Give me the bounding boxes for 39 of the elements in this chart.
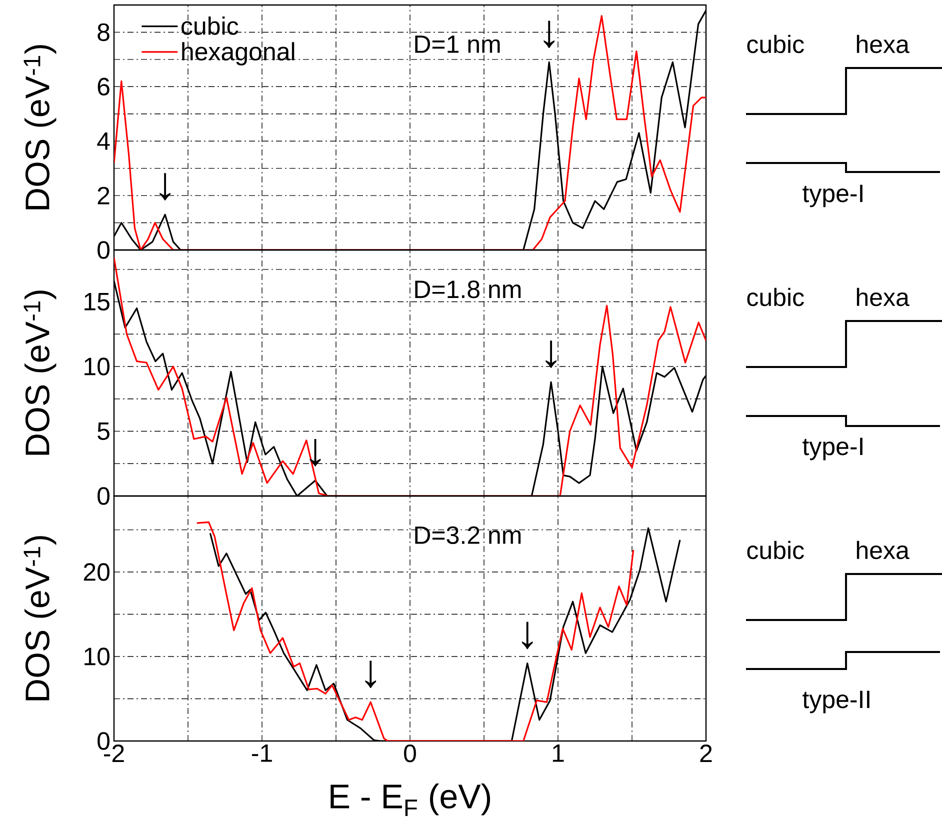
annotation: ↓ xyxy=(546,340,556,368)
text: hexa xyxy=(856,540,910,560)
y-axis-title: DOS (eV$^{-1}$) xyxy=(24,290,56,455)
y-tick-label: 6 xyxy=(98,78,110,96)
y-tick-label: 20 xyxy=(84,563,110,581)
legend-label: hexagonal xyxy=(182,42,294,66)
annotation: D=1 nm xyxy=(415,36,500,53)
annotation: ↓ xyxy=(522,622,533,650)
text: hexa xyxy=(856,288,910,306)
text: type-I xyxy=(802,438,862,460)
x-tick-label: 0 xyxy=(404,744,416,762)
text: cubic xyxy=(747,34,804,54)
x-tick-label: -1 xyxy=(252,744,272,762)
text: type-II xyxy=(802,690,870,714)
annotation: ↓ xyxy=(160,173,170,200)
y-tick-label: 0 xyxy=(98,241,110,259)
annotation: ↓ xyxy=(310,439,321,466)
y-tick-label: 4 xyxy=(97,132,110,150)
x-axis-title: E - E$_{F}$ (eV) xyxy=(330,784,490,816)
text: cubic xyxy=(747,288,804,306)
y-axis-title: DOS (eV$^{-1}$) xyxy=(24,45,56,210)
y-tick-label: 8 xyxy=(98,23,110,42)
y-axis-title: DOS (eV$^{-1}$) xyxy=(24,536,56,700)
annotation: D=3.2 nm xyxy=(415,526,521,544)
text: cubic xyxy=(747,540,804,560)
x-tick-label: 1 xyxy=(552,744,564,762)
y-tick-label: 15 xyxy=(84,293,110,311)
y-tick-label: 2 xyxy=(98,186,110,204)
y-tick-label: 10 xyxy=(84,358,110,376)
x-tick-label: 2 xyxy=(700,744,712,762)
annotation: ↓ xyxy=(544,20,555,48)
legend-label: cubic xyxy=(182,16,238,35)
annotation: D=1.8 nm xyxy=(415,280,521,298)
text: type-I xyxy=(802,184,862,208)
text: hexa xyxy=(856,34,910,54)
y-tick-label: 0 xyxy=(98,487,110,505)
annotation: ↓ xyxy=(365,660,376,688)
y-tick-label: 10 xyxy=(84,648,110,666)
y-tick-label: 5 xyxy=(98,422,110,440)
